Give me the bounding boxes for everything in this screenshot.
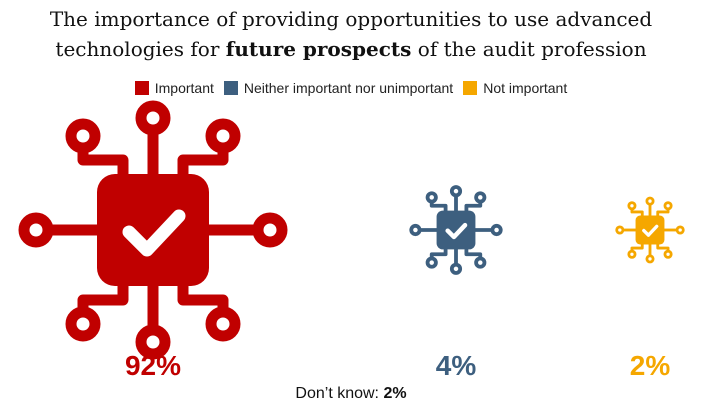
chip-icon-important xyxy=(18,100,288,360)
chip-node-neither-4 xyxy=(425,256,438,269)
chip-icon-not-important xyxy=(615,196,685,264)
chip-icon-neither xyxy=(409,185,503,275)
chip-node-important-5 xyxy=(205,306,241,342)
title-line-2-bold: future prospects xyxy=(225,37,412,61)
chip-lead-not-important-5 xyxy=(656,243,670,252)
legend-swatch-not-important xyxy=(463,81,478,95)
chart-title: The importance of providing opportunitie… xyxy=(0,4,702,64)
title-line-1: The importance of providing opportunitie… xyxy=(49,7,653,31)
chip-node-not-important-1 xyxy=(627,201,637,211)
chip-node-important-3 xyxy=(135,324,171,360)
chip-node-important-2 xyxy=(205,118,241,154)
chip-node-neither-7 xyxy=(490,223,503,237)
chip-node-important-6 xyxy=(18,212,54,248)
chip-lead-neither-2 xyxy=(464,201,483,212)
chip-node-not-important-0 xyxy=(645,196,655,206)
chip-node-important-1 xyxy=(65,118,101,154)
chip-node-not-important-3 xyxy=(645,254,655,264)
check-icon-not-important xyxy=(642,224,659,237)
legend-swatch-neither xyxy=(223,81,238,95)
chip-node-important-7 xyxy=(252,212,288,248)
value-label-neither: 4% xyxy=(436,350,477,381)
chip-lead-important-4 xyxy=(77,282,129,312)
chip-node-neither-2 xyxy=(474,191,487,204)
chip-node-important-0 xyxy=(135,100,171,136)
chip-lead-neither-4 xyxy=(429,248,448,259)
legend-item-not-important: Not important xyxy=(463,80,567,96)
chip-node-neither-0 xyxy=(449,185,463,198)
dont-know-value: 2% xyxy=(383,385,407,402)
chip-lead-important-2 xyxy=(177,148,229,178)
check-icon-neither xyxy=(445,222,468,240)
title-line-2: technologies for future prospects of the… xyxy=(0,34,702,64)
legend-label-neither: Neither important nor unimportant xyxy=(243,80,454,96)
chip-lead-not-important-2 xyxy=(656,208,670,217)
dont-know-note: Don’t know: 2% xyxy=(0,385,702,403)
chip-lead-not-important-1 xyxy=(630,208,644,217)
chip-lead-neither-5 xyxy=(464,248,483,259)
value-label-not-important: 2% xyxy=(630,350,671,381)
chip-node-important-4 xyxy=(65,306,101,342)
legend-item-important: Important xyxy=(134,80,214,96)
chip-node-not-important-5 xyxy=(663,249,673,259)
legend: Important Neither important nor unimport… xyxy=(0,80,702,96)
icons-group xyxy=(18,100,685,360)
legend-swatch-important xyxy=(134,81,149,95)
chip-node-not-important-2 xyxy=(663,201,673,211)
title-line-2-post: of the audit profession xyxy=(411,37,647,61)
chip-body-not-important xyxy=(635,215,665,245)
chip-lead-not-important-4 xyxy=(630,243,644,252)
chip-lead-neither-1 xyxy=(429,201,448,212)
title-line-2-pre: technologies for xyxy=(55,37,226,61)
legend-label-not-important: Not important xyxy=(483,80,568,96)
chip-body-important xyxy=(97,174,209,286)
legend-item-neither: Neither important nor unimportant xyxy=(223,80,454,96)
dont-know-label: Don’t know: xyxy=(295,385,384,402)
chip-lead-important-1 xyxy=(77,148,129,178)
chip-node-neither-5 xyxy=(474,256,487,269)
legend-label-important: Important xyxy=(154,80,214,96)
value-label-important: 92% xyxy=(125,350,181,381)
chip-body-neither xyxy=(436,210,476,250)
chip-lead-important-5 xyxy=(177,282,229,312)
chip-node-neither-6 xyxy=(409,223,422,237)
chip-node-neither-1 xyxy=(425,191,438,204)
chip-node-not-important-4 xyxy=(627,249,637,259)
chip-node-not-important-7 xyxy=(675,225,685,235)
pictogram-chart: 92% 4% 2% xyxy=(18,100,685,381)
chip-node-neither-3 xyxy=(449,262,463,275)
check-icon-important xyxy=(122,209,186,257)
chip-node-not-important-6 xyxy=(615,225,625,235)
